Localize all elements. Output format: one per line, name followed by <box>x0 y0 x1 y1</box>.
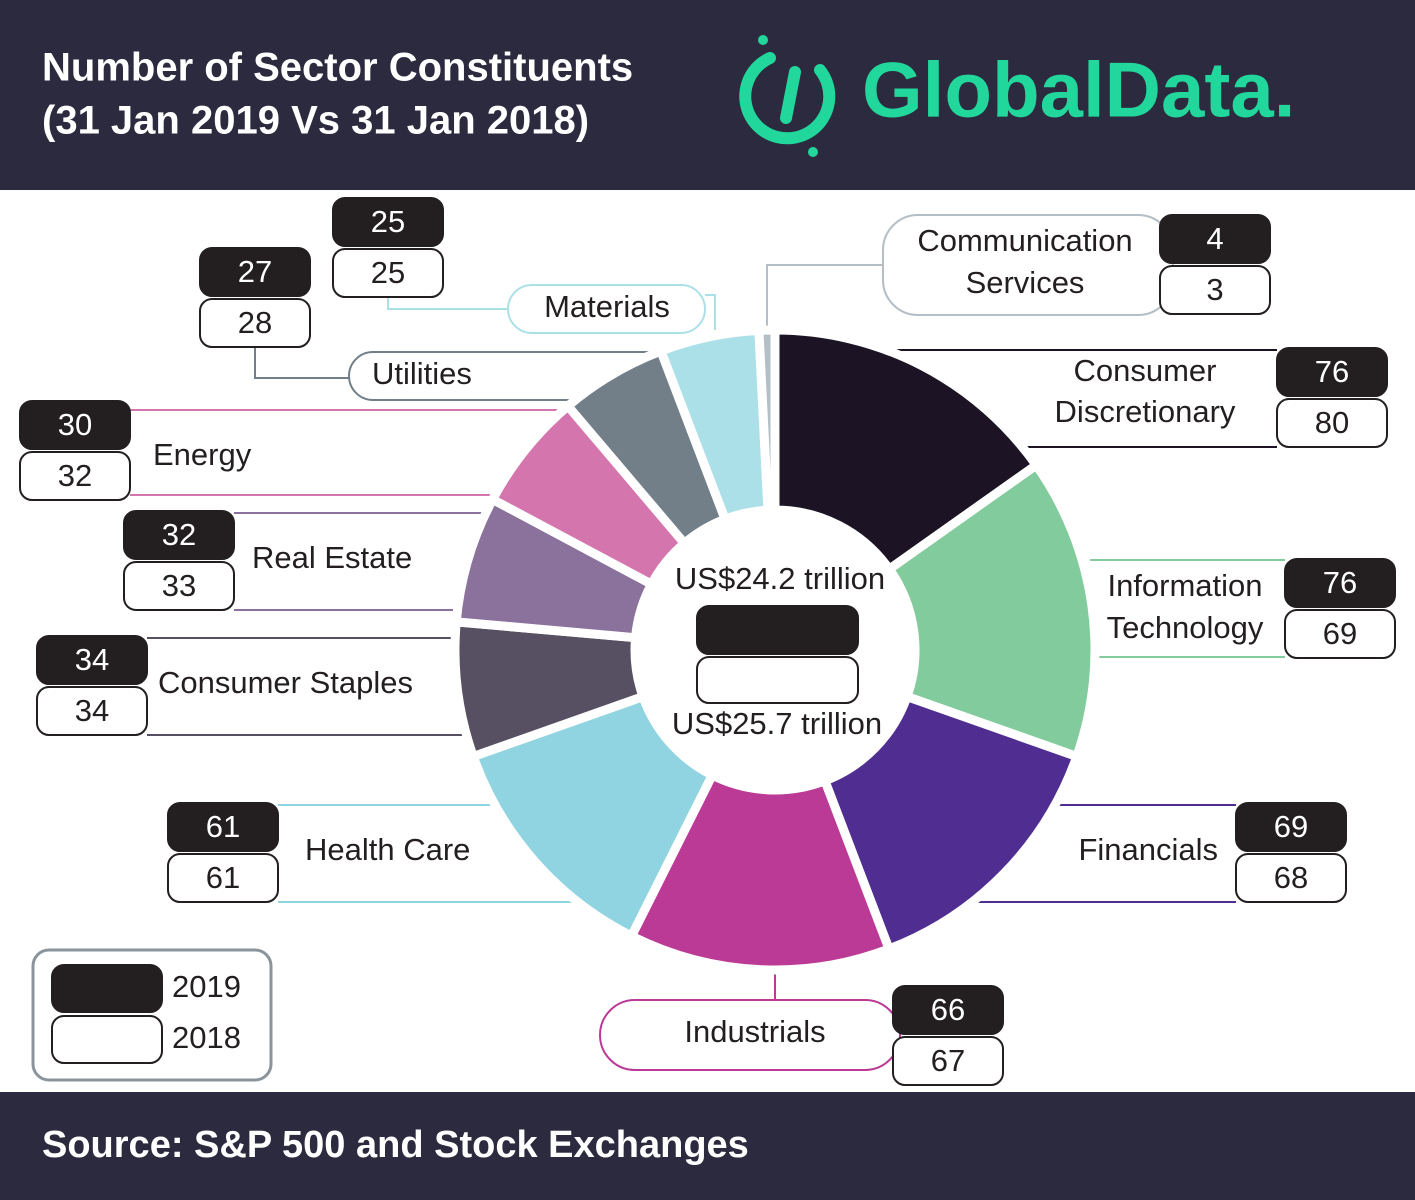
logo-stroke <box>780 66 801 124</box>
value-box-2018 <box>892 1036 1004 1086</box>
value-label: 33 <box>162 568 196 603</box>
value-box-2019 <box>167 802 279 852</box>
logo-arc <box>739 52 836 145</box>
value-box-2018 <box>1284 609 1396 659</box>
value-label: 68 <box>1274 860 1308 895</box>
category-label: Materials <box>544 289 670 324</box>
value-label: 25 <box>371 255 405 290</box>
category-label: Consumer Staples <box>158 665 413 700</box>
category-label: Financials <box>1078 832 1218 867</box>
center-box-2018 <box>696 656 859 704</box>
value-box-2019 <box>892 985 1004 1035</box>
value-box-2019 <box>332 197 444 247</box>
category-label: Health Care <box>305 832 470 867</box>
logo-dot <box>758 35 768 45</box>
value-box-2018 <box>167 853 279 903</box>
leader-line <box>705 294 716 330</box>
value-box-2018 <box>1276 398 1388 448</box>
leader-line <box>387 298 508 310</box>
value-box-2019 <box>199 247 311 297</box>
header-band <box>0 0 1415 190</box>
footer-band <box>0 1092 1415 1200</box>
value-box-2018 <box>36 686 148 736</box>
slice <box>754 325 780 515</box>
value-box-2019 <box>1159 214 1271 264</box>
legend-swatch <box>51 964 163 1013</box>
label-pill <box>348 351 660 401</box>
value-label: 34 <box>75 693 109 728</box>
value-box-2019 <box>1276 347 1388 397</box>
value-label: 32 <box>58 458 92 493</box>
value-label: 25 <box>371 204 405 239</box>
chart: 76 80 Consumer Discretionary 76 69 Information… <box>19 197 1396 1086</box>
value-box-2019 <box>123 510 235 560</box>
value-label: 30 <box>58 407 92 442</box>
chart-subtitle: (31 Jan 2019 Vs 31 Jan 2018) <box>42 99 589 143</box>
slice <box>467 690 719 943</box>
category-label: Consumer Discretionary <box>1055 353 1236 429</box>
legend-label: 2018 <box>172 1020 241 1055</box>
legend-swatch <box>51 1015 163 1064</box>
category-label: Information Technology <box>1107 568 1264 645</box>
value-label: 76 <box>1323 565 1357 600</box>
chart-title: Number of Sector Constituents <box>42 46 633 90</box>
category-label: Utilities <box>372 356 472 391</box>
category-label: Energy <box>153 437 252 472</box>
logo-dot <box>808 147 818 157</box>
category-label: Communication Services <box>917 223 1132 300</box>
label-pill <box>507 284 706 334</box>
value-label: 61 <box>206 809 240 844</box>
source: Source: S&P 500 and Stock Exchanges <box>42 1124 749 1166</box>
leader-line <box>254 348 349 379</box>
value-box-2018 <box>1159 265 1271 315</box>
center-label: US$25.7 trillion <box>672 706 882 741</box>
value-label: 4 <box>1206 221 1223 256</box>
category-label: Real Estate <box>252 540 412 575</box>
value-label: 61 <box>206 860 240 895</box>
value-label: 80 <box>1315 405 1349 440</box>
value-label: 3 <box>1206 272 1223 307</box>
center-box-2019 <box>696 605 859 655</box>
value-label: 27 <box>238 254 272 289</box>
slice <box>819 690 1083 955</box>
leader-line <box>766 264 883 328</box>
value-label: 69 <box>1274 809 1308 844</box>
value-box-2019 <box>19 400 131 450</box>
center-label: US$24.2 trillion <box>675 561 885 596</box>
value-box-2018 <box>19 451 131 501</box>
value-label: 28 <box>238 305 272 340</box>
slice <box>625 769 895 975</box>
value-label: 66 <box>931 992 965 1027</box>
logo-text: GlobalData. <box>862 46 1295 134</box>
value-box-2018 <box>332 248 444 298</box>
label-pill <box>599 999 901 1071</box>
value-box-2018 <box>199 298 311 348</box>
value-box-2019 <box>1284 558 1396 608</box>
value-label: 69 <box>1323 616 1357 651</box>
value-box-2019 <box>36 635 148 685</box>
value-box-2019 <box>1235 802 1347 852</box>
value-label: 76 <box>1315 354 1349 389</box>
value-box-2018 <box>1235 853 1347 903</box>
category-label: Industrials <box>684 1014 825 1049</box>
value-label: 67 <box>931 1043 965 1078</box>
logo-icon <box>739 35 836 157</box>
value-label: 32 <box>162 517 196 552</box>
value-box-2018 <box>123 561 235 611</box>
slice <box>883 458 1100 763</box>
legend-label: 2019 <box>172 969 241 1004</box>
value-label: 34 <box>75 642 109 677</box>
